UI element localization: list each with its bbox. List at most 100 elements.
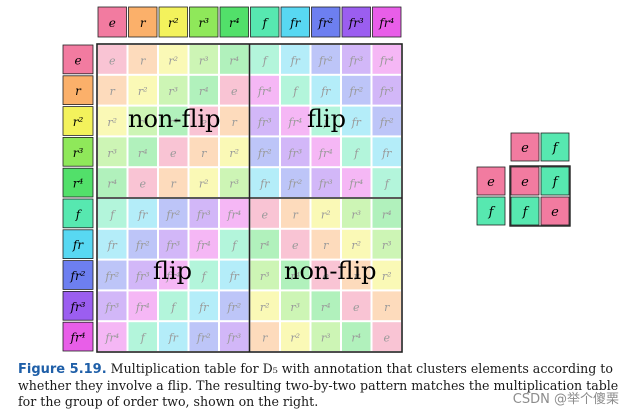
order-two-table: e fe e ff f e	[476, 132, 571, 227]
table-cell-label: fr⁴	[379, 54, 394, 67]
table-cell-label: r³	[382, 239, 392, 252]
caption-text: Multiplication table for D₅ with annotat…	[18, 361, 619, 409]
table-cell-label: fr²	[135, 239, 150, 252]
table-cell-label: r⁴	[107, 178, 117, 191]
table-cell	[220, 45, 249, 74]
table-cell	[281, 75, 310, 105]
table-cell-label: r	[140, 54, 146, 67]
table-cell-label: r³	[351, 208, 361, 221]
table-cell-label: r	[323, 239, 329, 252]
table-cell	[220, 322, 249, 351]
table-cell-label: fr²	[165, 208, 180, 221]
row-header-label-f: f	[75, 207, 83, 221]
order-two-cell-label: e	[551, 205, 559, 220]
table-cell-label: r²	[107, 116, 117, 129]
table-cell-label: e	[231, 85, 238, 98]
table-cell-label: fr³	[196, 208, 211, 221]
table-cell-label: fr	[320, 85, 331, 98]
table-cell-label: f	[170, 301, 177, 314]
table-cell-label: fr	[137, 208, 148, 221]
table-cell	[159, 229, 188, 259]
table-cell-label: r⁴	[229, 54, 239, 67]
table-cell-label: fr²	[379, 116, 394, 129]
table-cell	[159, 291, 188, 321]
table-cell	[250, 75, 279, 105]
table-cell	[250, 322, 279, 351]
table-cell-label: fr²	[257, 147, 272, 160]
table-cell	[281, 291, 310, 321]
table-cell-label: r²	[168, 54, 178, 67]
table-cell	[250, 106, 279, 136]
region-label-bottom-left: flip	[153, 257, 193, 285]
order-two-row-header-f	[476, 196, 506, 226]
order-two-column-header-f-label: f	[552, 141, 560, 156]
table-cell	[128, 75, 157, 105]
column-header-r4	[219, 6, 249, 38]
table-cell	[189, 168, 218, 197]
table-cell-label: e	[261, 208, 268, 221]
table-cell-label: r	[171, 178, 177, 191]
order-two-cell-label: f	[522, 205, 530, 220]
order-two-column-header-e	[510, 132, 540, 162]
multiplication-table-d5: e r r² r³ r⁴ f fr fr² fr³ fr⁴err²r³r⁴ffrfr²fr³fr⁴…	[62, 6, 403, 353]
table-cell	[250, 45, 279, 74]
table-cell-label: f	[323, 116, 330, 129]
table-cell-label: r²	[260, 301, 270, 314]
column-header-r2	[158, 6, 188, 38]
table-cell	[342, 229, 371, 259]
table-cell	[311, 260, 340, 290]
table-cell-label: r⁴	[351, 332, 361, 345]
column-header-label-fr2: fr²	[317, 16, 333, 30]
table-cell	[250, 137, 279, 167]
table-cell	[281, 229, 310, 259]
table-cell	[342, 75, 371, 105]
table-cell	[281, 260, 310, 290]
table-cell	[220, 291, 249, 321]
table-cell-label: fr	[168, 332, 179, 345]
table-cell-label: e	[353, 301, 360, 314]
table-cell-label: fr⁴	[165, 270, 180, 283]
region-label-top-right: flip	[307, 105, 347, 133]
row-header-fr2	[62, 260, 94, 290]
table-cell	[98, 260, 127, 290]
table-cell	[311, 75, 340, 105]
table-cell-label: fr⁴	[135, 301, 150, 314]
column-header-fr2	[311, 6, 341, 38]
table-cell-label: r²	[138, 85, 148, 98]
row-header-label-r4: r⁴	[73, 177, 84, 191]
region-label-bottom-right: non-flip	[284, 257, 377, 285]
table-cell	[342, 260, 371, 290]
row-header-label-fr3: fr³	[70, 300, 86, 314]
table-cell-label: f	[109, 208, 116, 221]
table-cell-label: fr⁴	[318, 147, 333, 160]
table-cell	[250, 260, 279, 290]
table-cell	[189, 106, 218, 136]
table-cell-label: fr	[290, 54, 301, 67]
table-cell	[159, 75, 188, 105]
table-cell	[189, 291, 218, 321]
table-cell-label: r²	[199, 178, 209, 191]
table-cell	[128, 168, 157, 197]
table-cell-label: r⁴	[199, 85, 209, 98]
table-cell-label: fr²	[226, 301, 241, 314]
table-cell	[372, 322, 401, 351]
column-header-label-r3: r³	[198, 16, 209, 30]
table-cell	[159, 45, 188, 74]
table-cell	[311, 291, 340, 321]
table-cell-label: r	[384, 301, 390, 314]
table-cell-label: r⁴	[321, 301, 331, 314]
table-cell-label: e	[139, 178, 146, 191]
table-cell	[311, 199, 340, 228]
row-header-label-fr4: fr⁴	[70, 331, 86, 345]
region-label-top-left: non-flip	[128, 105, 221, 133]
table-cell	[98, 106, 127, 136]
table-cell-label: f	[201, 270, 208, 283]
table-cell-label: fr	[198, 301, 209, 314]
table-cell	[128, 199, 157, 228]
row-header-f	[62, 198, 94, 229]
table-cell-label: fr	[107, 239, 118, 252]
table-cell-label: fr²	[348, 85, 363, 98]
table-cell-label: fr⁴	[287, 116, 302, 129]
table-cell-label: fr⁴	[196, 239, 211, 252]
table-cell-label: fr³	[287, 147, 302, 160]
